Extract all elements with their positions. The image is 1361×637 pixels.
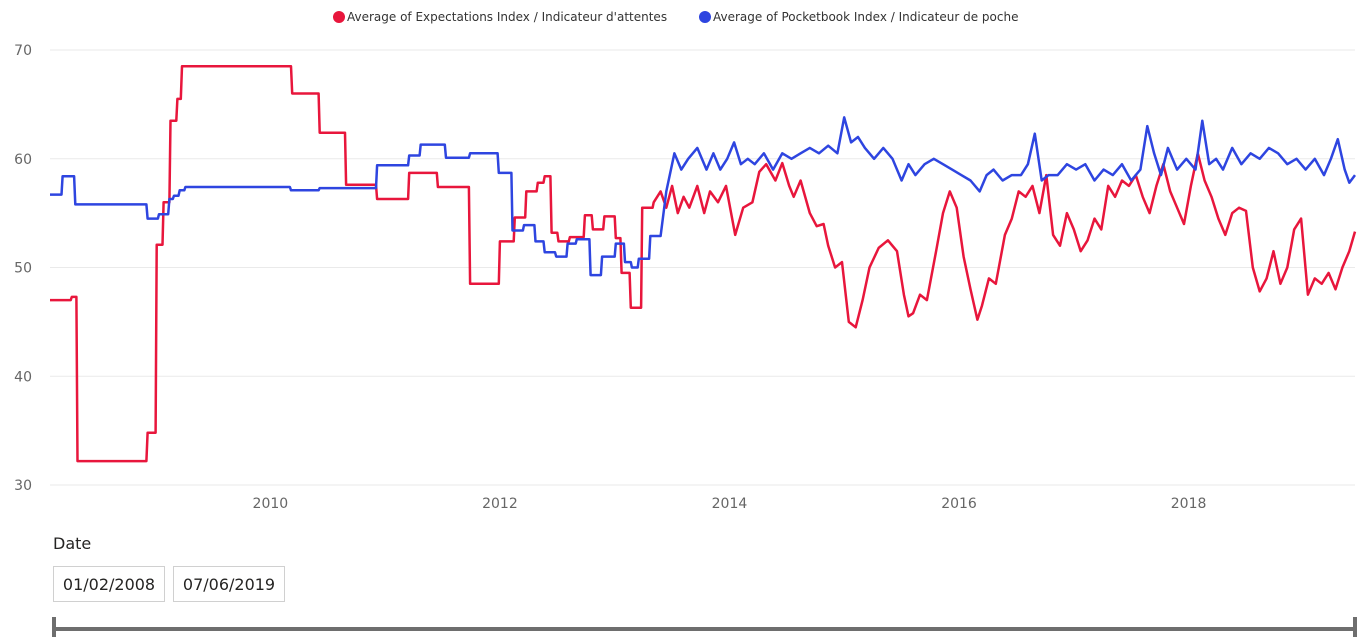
pocketbook-series-line bbox=[50, 116, 1356, 277]
x-tick-label: 2012 bbox=[482, 496, 518, 512]
legend-marker-expectations bbox=[333, 11, 345, 23]
y-tick-label: 40 bbox=[14, 369, 32, 385]
start-date-input[interactable]: 01/02/2008 bbox=[53, 566, 165, 602]
expectations-series-line bbox=[50, 65, 1357, 463]
gridlines bbox=[50, 49, 1355, 486]
legend: Average of Expectations Index / Indicate… bbox=[333, 10, 1018, 24]
y-axis-ticks: 30 40 50 60 70 bbox=[14, 43, 32, 494]
x-tick-label: 2018 bbox=[1171, 496, 1207, 512]
legend-marker-pocketbook bbox=[699, 11, 711, 23]
x-tick-label: 2014 bbox=[712, 496, 748, 512]
y-tick-label: 30 bbox=[14, 478, 32, 494]
x-axis-ticks: 2010 2012 2014 2016 2018 bbox=[253, 496, 1207, 512]
end-date-input[interactable]: 07/06/2019 bbox=[173, 566, 285, 602]
y-tick-label: 50 bbox=[14, 261, 32, 277]
x-tick-label: 2010 bbox=[253, 496, 289, 512]
date-slicer-title: Date bbox=[53, 534, 92, 553]
legend-label-expectations: Average of Expectations Index / Indicate… bbox=[347, 10, 667, 24]
series-lines bbox=[50, 65, 1357, 463]
date-range-start-handle[interactable] bbox=[52, 617, 56, 637]
date-range-slider-track[interactable] bbox=[55, 627, 1357, 631]
y-tick-label: 70 bbox=[14, 43, 32, 59]
line-chart: Average of Expectations Index / Indicate… bbox=[14, 10, 1357, 512]
legend-label-pocketbook: Average of Pocketbook Index / Indicateur… bbox=[713, 10, 1018, 24]
date-range-end-handle[interactable] bbox=[1353, 617, 1357, 637]
x-tick-label: 2016 bbox=[941, 496, 977, 512]
y-tick-label: 60 bbox=[14, 152, 32, 168]
